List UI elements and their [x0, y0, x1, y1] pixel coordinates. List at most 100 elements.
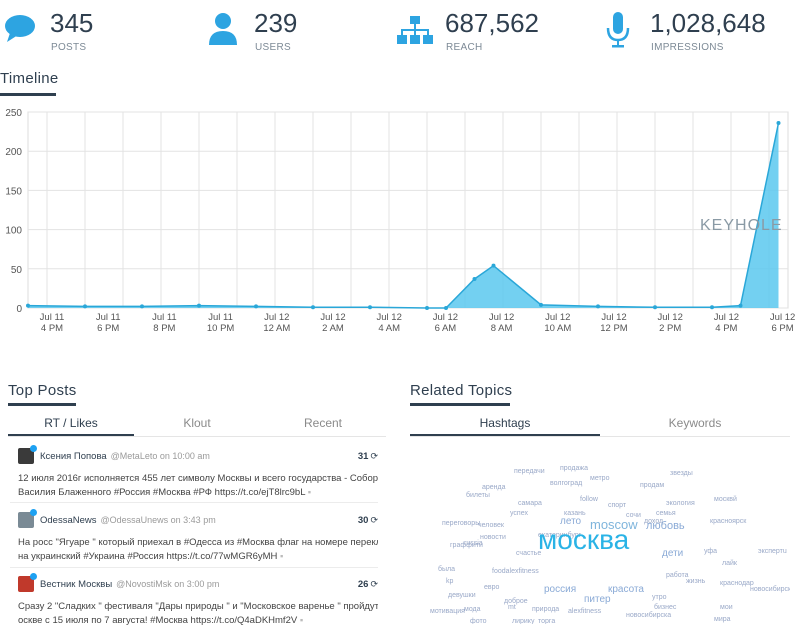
hashtag-word[interactable]: новосибирска [626, 612, 672, 619]
hashtag-word[interactable]: питер [584, 594, 611, 605]
x-tick-label: 8 PM [153, 323, 175, 334]
post-author[interactable]: Ксения Попова [40, 450, 107, 462]
hashtag-word[interactable]: самара [518, 500, 542, 507]
x-tick-label: Jul 12 [601, 312, 626, 323]
tab-klout[interactable]: Klout [183, 416, 211, 430]
hashtag-word[interactable]: казань [564, 510, 586, 517]
hashtag-word[interactable]: уфа [704, 548, 718, 555]
hashtag-word[interactable]: бизнес [654, 604, 677, 611]
hashtag-word[interactable]: красота [608, 584, 644, 595]
stat-value: 239 [254, 8, 298, 38]
hashtag-word[interactable]: россия [544, 584, 577, 595]
hashtag-word[interactable]: красноярск [710, 518, 747, 525]
data-point [140, 304, 144, 309]
hashtag-word[interactable]: волгоград [550, 480, 583, 487]
twitter-badge-icon [30, 573, 37, 580]
post-item[interactable]: OdessaNews @OdessaUnews on 3:43 pm 30 ⟳ Н… [18, 509, 378, 564]
tab-recent[interactable]: Recent [303, 416, 343, 430]
hashtag-word[interactable]: доброе [504, 598, 528, 605]
hashtag-word[interactable]: alexfitness [568, 608, 602, 615]
data-point [425, 306, 429, 310]
hashtag-word[interactable]: переговоры [442, 520, 481, 527]
hashtag-word[interactable]: сочи [626, 512, 641, 519]
hashtag-word[interactable]: follow [580, 496, 598, 503]
retweet-icon: ⟳ [370, 514, 378, 525]
data-point [596, 304, 600, 309]
hashtag-word[interactable]: краснодар [720, 580, 754, 587]
hashtag-word[interactable]: девушки [448, 592, 476, 599]
hashtag-word[interactable]: дети [662, 548, 684, 559]
hashtag-word[interactable]: билеты [466, 492, 490, 499]
data-point [311, 305, 315, 310]
hashtag-word[interactable]: любовь [646, 520, 685, 532]
post-text: Сразу 2 "Сладких " фестиваля "Дары приро… [18, 601, 378, 626]
post-author[interactable]: Вестник Москвы [40, 578, 113, 590]
user-icon [209, 13, 237, 45]
hashtag-word[interactable]: передачи [514, 468, 545, 475]
hashtag-word[interactable]: счастье [516, 550, 542, 557]
post-text: 12 июля 2016г исполняется 455 лет символ… [18, 473, 378, 498]
tab-rt-likes[interactable]: RT / Likes [8, 408, 134, 436]
x-tick-label: 10 AM [544, 323, 571, 334]
x-tick-label: 2 AM [322, 323, 344, 334]
hashtag-word[interactable]: работа [666, 572, 689, 579]
hashtag-word[interactable]: утро [652, 594, 667, 601]
hashtag-word[interactable]: kp [446, 578, 454, 585]
top-posts-title-underline [8, 403, 76, 406]
hashtag-word[interactable]: фото [470, 618, 487, 624]
stat-label: REACH [446, 42, 483, 53]
hashtag-word[interactable]: жизнь [686, 578, 706, 585]
hashtag-word[interactable]: мотивация [430, 608, 465, 615]
hashtag-word[interactable]: граффити [450, 542, 483, 549]
hashtag-word[interactable]: спорт [608, 502, 627, 509]
hashtag-word[interactable]: foodalexfitness [492, 568, 539, 575]
hashtag-word[interactable]: экспертu [758, 548, 787, 555]
hashtag-word[interactable]: лето [560, 516, 582, 527]
x-tick-label: 6 AM [435, 323, 457, 334]
tab-hashtags[interactable]: Hashtags [410, 408, 600, 436]
stat-value: 345 [50, 8, 94, 38]
hashtag-word[interactable]: moscow [590, 517, 638, 532]
hashtag-word[interactable]: была [438, 566, 456, 573]
hashtag-word[interactable]: продажа [560, 465, 588, 472]
hashtag-word[interactable]: мода [464, 606, 481, 613]
tab-keywords[interactable]: Keywords [668, 416, 722, 430]
hashtag-word[interactable]: торга [538, 618, 556, 624]
hashtag-word[interactable]: метро [590, 475, 610, 482]
hashtag-word[interactable]: арендa [482, 484, 506, 491]
hashtag-word[interactable]: новосибирск [750, 586, 790, 593]
twitter-badge-icon [30, 445, 37, 452]
hashtag-word[interactable]: природа [532, 606, 560, 613]
hashtag-word[interactable]: mt [508, 604, 516, 611]
hashtag-word[interactable]: лирику [512, 618, 535, 624]
post-text: На росс "Ягуаре " который приехал в #Оде… [18, 537, 378, 562]
stat-posts: 345 POSTS [4, 8, 184, 58]
hashtag-word[interactable]: доход [644, 518, 664, 525]
x-tick-label: Jul 12 [770, 312, 795, 323]
hashtag-word[interactable]: человек [478, 522, 504, 529]
hashtag-word[interactable]: семья [656, 510, 676, 517]
hashtag-word[interactable]: новости [480, 534, 506, 541]
stat-value: 1,028,648 [650, 8, 766, 38]
post-author[interactable]: OdessaNews [40, 514, 97, 526]
hashtag-word[interactable]: евро [484, 584, 500, 591]
y-tick-label: 0 [16, 304, 22, 315]
hashtag-word[interactable]: продам [640, 482, 665, 489]
hashtag-word[interactable]: звезды [670, 470, 693, 477]
data-point [491, 263, 496, 268]
hashtag-word[interactable]: екатеринбург [538, 532, 582, 539]
hashtag-word[interactable]: мирa [714, 616, 731, 623]
hashtag-word[interactable]: russia [464, 540, 483, 547]
hashtag-word[interactable]: лайк [722, 560, 737, 567]
hashtag-word[interactable]: москвй [714, 496, 737, 503]
post-item[interactable]: Вестник Москвы @NovostiMsk on 3:00 pm 26… [18, 573, 378, 628]
hashtag-word[interactable]: москва [538, 524, 630, 555]
post-item[interactable]: Ксения Попова @MetaLeto on 10:00 am 31 ⟳ … [18, 445, 378, 500]
x-tick-label: Jul 11 [40, 312, 65, 323]
post-handle: @OdessaUnews on 3:43 pm [100, 515, 216, 525]
data-point [472, 276, 477, 281]
hashtag-word[interactable]: успех [510, 510, 528, 517]
hashtag-word[interactable]: экология [666, 500, 695, 507]
hashtag-word[interactable]: мои [720, 604, 733, 611]
